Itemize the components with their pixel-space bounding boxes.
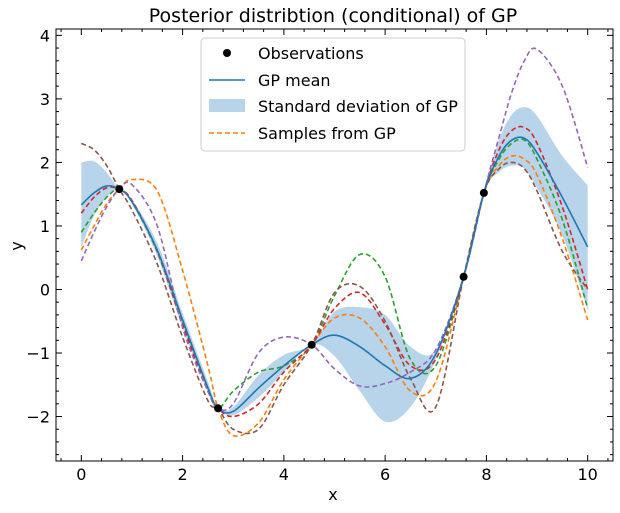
x-tick-label: 6: [380, 465, 390, 484]
legend-std-swatch: [209, 99, 245, 112]
axes: 0 2 4 6 8 10 −2 −1 0 1 2 3 4: [26, 26, 614, 484]
y-tick-label: 4: [40, 26, 50, 45]
axes-frame: [55, 28, 614, 462]
legend-mean-label: GP mean: [258, 71, 331, 90]
legend-samples-label: Samples from GP: [258, 124, 396, 143]
x-tick-label: 4: [279, 465, 289, 484]
legend-std-label: Standard deviation of GP: [258, 97, 458, 116]
legend-observations-marker: [223, 49, 231, 57]
observation-point: [214, 404, 223, 413]
observation-point: [459, 272, 468, 281]
sample-line-3: [80, 125, 589, 418]
sample-line-5: [80, 142, 589, 435]
observation-point: [479, 188, 488, 197]
legend-observations-label: Observations: [258, 44, 364, 63]
y-tick-label: −2: [26, 408, 50, 427]
y-tick-label: 0: [40, 280, 50, 299]
chart-title: Posterior distribtion (conditional) of G…: [149, 5, 517, 27]
observation-point: [307, 340, 316, 349]
plot-area: [80, 47, 589, 437]
x-axis-label: x: [328, 485, 337, 504]
x-tick-label: 10: [578, 465, 598, 484]
sample-line-1: [80, 154, 589, 437]
legend-box: [200, 37, 466, 152]
sample-line-4: [80, 47, 589, 412]
observation-point: [115, 185, 124, 194]
std-band: [81, 107, 588, 423]
y-tick-label: 2: [40, 153, 50, 172]
x-tick-label: 0: [76, 465, 86, 484]
y-tick-label: −1: [26, 344, 50, 363]
plot-content: [80, 47, 589, 437]
x-tick-label: 8: [481, 465, 491, 484]
legend: Observations GP mean Standard deviation …: [200, 37, 466, 152]
y-tick-label: 3: [40, 90, 50, 109]
mean-line: [80, 136, 589, 414]
y-axis-label: y: [7, 241, 26, 250]
y-tick-label: 1: [40, 217, 50, 236]
x-tick-label: 2: [177, 465, 187, 484]
